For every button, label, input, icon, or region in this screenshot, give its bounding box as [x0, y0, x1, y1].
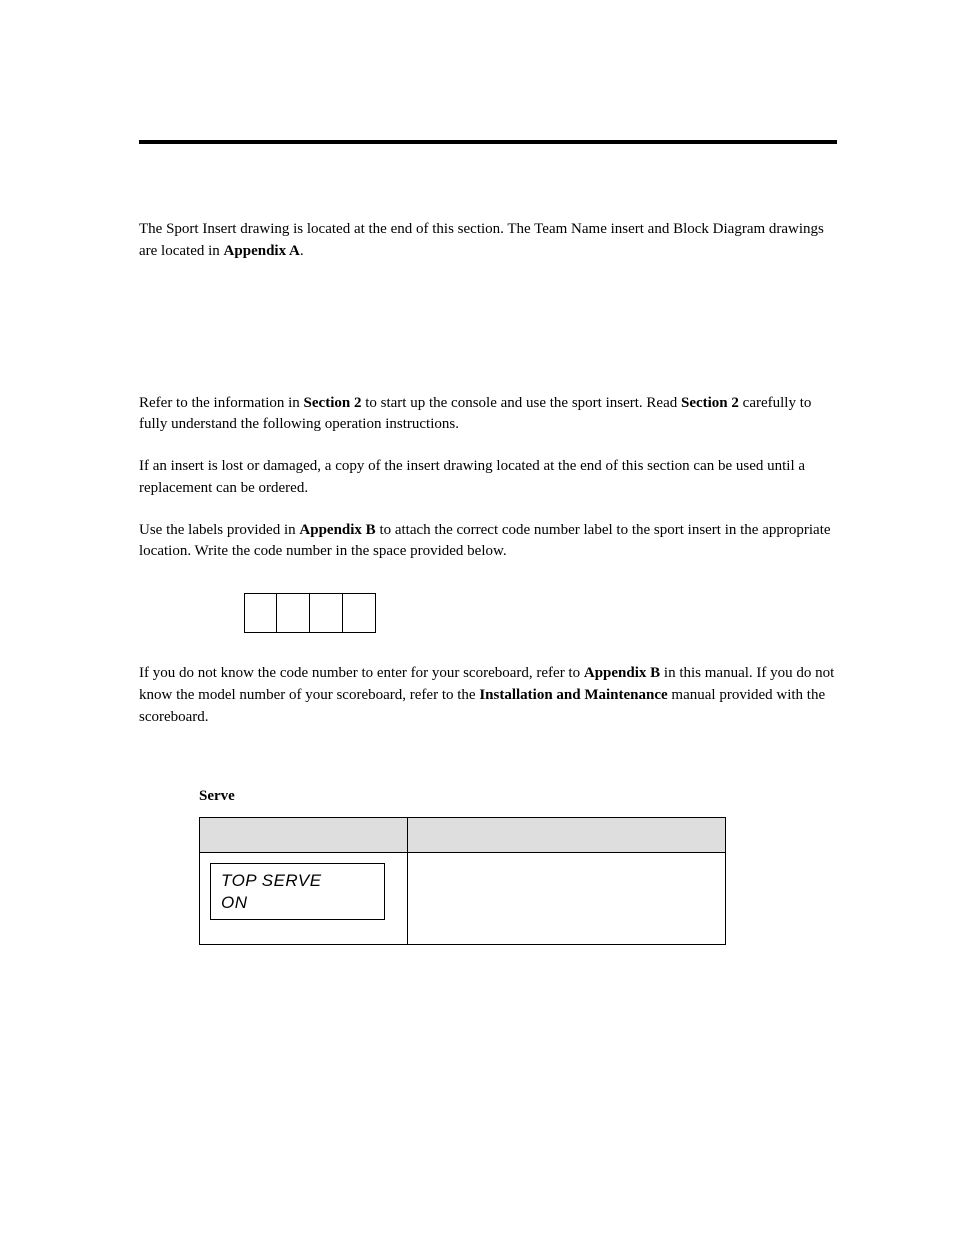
code-number-input[interactable]	[244, 593, 837, 633]
table-row: TOP SERVE ON	[200, 853, 726, 945]
section-2-ref: Section 2	[304, 395, 362, 411]
installation-manual-ref: Installation and Maintenance	[479, 687, 667, 703]
table-cell-empty	[408, 853, 726, 945]
lcd-display: TOP SERVE ON	[210, 863, 385, 920]
paragraph-text: Refer to the information in	[139, 395, 304, 411]
paragraph-text: .	[300, 243, 304, 259]
page-content: The Sport Insert drawing is located at t…	[0, 0, 954, 945]
paragraph-code-unknown: If you do not know the code number to en…	[139, 663, 837, 728]
paragraph-intro: The Sport Insert drawing is located at t…	[139, 219, 837, 263]
code-digit-box[interactable]	[277, 593, 310, 633]
appendix-a-ref: Appendix A	[224, 243, 300, 259]
paragraph-labels: Use the labels provided in Appendix B to…	[139, 520, 837, 564]
code-digit-box[interactable]	[310, 593, 343, 633]
code-digit-box[interactable]	[343, 593, 376, 633]
section-gap	[139, 283, 837, 393]
paragraph-text: If an insert is lost or damaged, a copy …	[139, 458, 805, 496]
serve-heading: Serve	[199, 788, 837, 805]
code-digit-box[interactable]	[244, 593, 277, 633]
section-2-ref: Section 2	[681, 395, 739, 411]
header-rule	[139, 140, 837, 144]
lcd-line: TOP SERVE	[221, 870, 374, 891]
paragraph-section2-ref: Refer to the information in Section 2 to…	[139, 393, 837, 437]
appendix-b-ref: Appendix B	[584, 665, 660, 681]
paragraph-text: to start up the console and use the spor…	[361, 395, 681, 411]
paragraph-text: If you do not know the code number to en…	[139, 665, 584, 681]
paragraph-insert-lost: If an insert is lost or damaged, a copy …	[139, 456, 837, 500]
table-header-row	[200, 818, 726, 853]
appendix-b-ref: Appendix B	[299, 522, 375, 538]
table-header-cell	[200, 818, 408, 853]
table-cell-lcd: TOP SERVE ON	[200, 853, 408, 945]
table-header-cell	[408, 818, 726, 853]
paragraph-text: Use the labels provided in	[139, 522, 299, 538]
lcd-line: ON	[221, 892, 374, 913]
serve-table: TOP SERVE ON	[199, 817, 726, 945]
